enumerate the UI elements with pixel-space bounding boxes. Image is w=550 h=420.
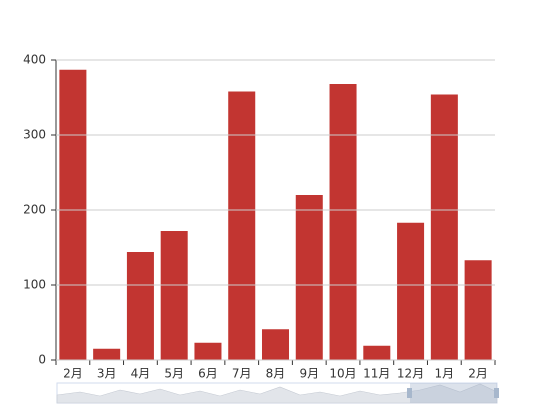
x-tick-label: 1月	[435, 367, 455, 381]
x-tick-label: 2月	[468, 367, 488, 381]
x-tick-label: 11月	[363, 367, 390, 381]
x-tick-label: 2月	[63, 367, 83, 381]
bar	[194, 342, 222, 360]
x-tick-label: 12月	[397, 367, 424, 381]
bar	[93, 348, 121, 360]
x-tick-label: 4月	[131, 367, 151, 381]
bar	[160, 231, 188, 360]
y-tick-label: 300	[23, 128, 46, 142]
bar	[397, 222, 425, 360]
slider-selection[interactable]	[410, 383, 497, 403]
bar	[430, 94, 458, 360]
y-tick-label: 0	[38, 353, 46, 367]
y-tick-label: 400	[23, 53, 46, 67]
x-tick-label: 6月	[198, 367, 218, 381]
x-tick-label: 3月	[97, 367, 117, 381]
bar	[363, 345, 391, 360]
x-tick-label: 8月	[266, 367, 286, 381]
slider-handle[interactable]	[494, 388, 499, 398]
y-tick-label: 100	[23, 278, 46, 292]
x-tick-label: 7月	[232, 367, 252, 381]
bar	[464, 260, 492, 360]
x-tick-label: 9月	[299, 367, 319, 381]
data-zoom-slider[interactable]	[56, 382, 499, 404]
bar	[295, 195, 323, 360]
x-tick-label: 10月	[329, 367, 356, 381]
bar	[261, 329, 290, 360]
bar	[228, 91, 256, 360]
bar	[329, 84, 357, 360]
bar	[126, 252, 154, 360]
x-tick-label: 5月	[164, 367, 184, 381]
slider-preview	[56, 383, 498, 404]
y-tick-label: 200	[23, 203, 46, 217]
bar	[59, 69, 87, 360]
slider-handle[interactable]	[407, 388, 412, 398]
